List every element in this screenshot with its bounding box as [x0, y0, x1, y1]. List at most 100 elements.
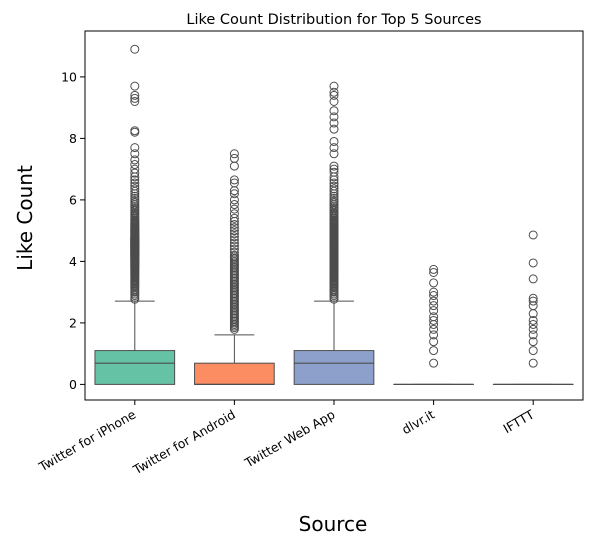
iqr-box	[293, 350, 375, 385]
outlier-point	[229, 200, 239, 210]
outlier-point	[229, 149, 239, 159]
outlier-point	[229, 247, 239, 257]
outlier-point	[329, 193, 339, 203]
outlier-point	[130, 178, 140, 188]
x-tick-label: dlvr.it	[399, 407, 437, 438]
x-tick-label: IFTTT	[501, 406, 538, 436]
plot-frame	[84, 30, 584, 401]
outlier-point	[528, 358, 538, 368]
x-tick-label: Twitter for Android	[130, 407, 238, 478]
box-twitter-for-android	[194, 149, 275, 385]
outlier-point	[528, 258, 538, 268]
outlier-point	[329, 81, 339, 91]
outlier-point	[528, 337, 538, 347]
y-tick-label: 8	[69, 131, 77, 146]
outlier-point	[229, 229, 239, 239]
outlier-point	[329, 196, 339, 206]
outlier-point	[429, 358, 439, 368]
outlier-point	[329, 136, 339, 146]
outlier-point	[229, 226, 239, 236]
outlier-point	[329, 97, 339, 106]
outlier-point	[528, 346, 538, 356]
outlier-point	[429, 312, 439, 322]
outlier-point	[329, 118, 339, 128]
outlier-point	[329, 149, 339, 159]
outlier-point	[130, 81, 140, 91]
box-twitter-for-iphone	[94, 44, 176, 385]
outlier-point	[229, 250, 239, 260]
outlier-point	[528, 330, 538, 340]
outlier-point	[229, 220, 239, 229]
outlier-point	[329, 112, 339, 122]
outlier-point	[429, 346, 439, 356]
outlier-point	[130, 97, 140, 106]
outlier-point	[130, 196, 140, 206]
outlier-point	[329, 161, 339, 171]
outlier-point	[429, 287, 439, 297]
outlier-point	[229, 195, 239, 205]
outlier-point	[429, 337, 439, 347]
outlier-point	[329, 191, 339, 201]
outlier-point	[528, 296, 538, 306]
x-tick-label: Twitter Web App	[241, 407, 337, 471]
outlier-point	[528, 301, 538, 311]
outlier-point	[329, 181, 339, 191]
outlier-point	[130, 160, 140, 170]
outlier-point	[130, 143, 140, 153]
outlier-point	[429, 267, 439, 277]
x-tick-label: Twitter for iPhone	[35, 406, 138, 474]
outlier-point	[429, 306, 439, 316]
x-axis-label: Source	[299, 512, 368, 536]
outlier-point	[429, 278, 439, 288]
outlier-point	[429, 330, 439, 340]
outlier-point	[429, 264, 439, 274]
outlier-point	[229, 241, 239, 251]
outlier-point	[130, 191, 140, 201]
outlier-point	[528, 274, 538, 284]
outlier-point	[130, 149, 140, 159]
outlier-point	[429, 301, 439, 311]
iqr-box	[194, 362, 275, 385]
outlier-point	[229, 178, 239, 188]
box-twitter-web-app	[293, 81, 375, 385]
y-tick-label: 6	[69, 192, 77, 207]
outlier-point	[130, 184, 140, 194]
y-tick-label: 2	[69, 315, 77, 330]
outlier-point	[130, 168, 140, 178]
outlier-point	[130, 155, 140, 165]
outlier-point	[229, 209, 239, 219]
y-tick-label: 10	[61, 69, 77, 84]
outlier-point	[130, 175, 140, 185]
outlier-point	[130, 181, 140, 191]
outlier-point	[429, 315, 439, 325]
outlier-point	[229, 189, 239, 199]
box-ifttt	[492, 230, 574, 385]
outlier-point	[329, 164, 339, 174]
y-axis-label: Like Count	[13, 165, 37, 271]
outlier-point	[130, 193, 140, 203]
outlier-point	[229, 244, 239, 254]
outlier-point	[528, 293, 538, 303]
outlier-point	[229, 204, 239, 214]
outlier-point	[329, 167, 339, 177]
y-tick-label: 4	[69, 254, 77, 269]
outlier-point	[229, 238, 239, 248]
outlier-point	[130, 126, 140, 136]
y-tick-label: 0	[69, 377, 77, 392]
outlier-point	[130, 164, 140, 174]
outlier-point	[229, 213, 239, 223]
outlier-point	[528, 230, 538, 240]
outlier-point	[329, 178, 339, 188]
outlier-point	[329, 143, 339, 153]
outlier-point	[329, 90, 339, 100]
outlier-point	[229, 232, 239, 242]
outlier-point	[329, 106, 339, 116]
outlier-point	[130, 44, 140, 54]
outlier-point	[528, 319, 538, 329]
outlier-point	[229, 161, 239, 171]
outlier-point	[229, 175, 239, 185]
outlier-point	[130, 90, 140, 100]
outlier-point	[229, 235, 239, 245]
